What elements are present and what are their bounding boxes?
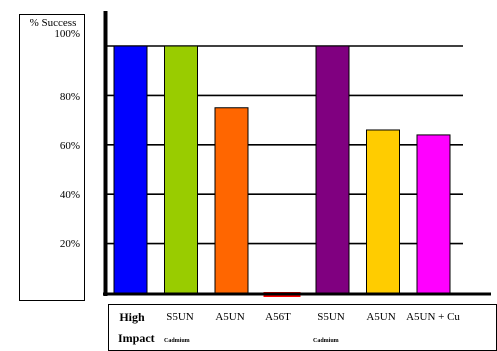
category-label-a5un-2: A5UN	[366, 311, 396, 323]
category-label-s5un-1: S5UN	[166, 311, 194, 323]
category-label-s5un-2: S5UN	[317, 311, 345, 323]
y-tick-label-60: 60%	[59, 140, 80, 152]
y-tick-label-20: 20%	[59, 238, 80, 250]
category-sub-cadmium-2: Cadmium	[313, 338, 339, 344]
y-axis-title: % Success	[29, 17, 77, 29]
category-label-a5un-cu: A5UN + Cu	[406, 311, 460, 323]
bar-4	[315, 45, 350, 294]
y-axis-label-panel: % Success 100% 80% 60% 40% 20%	[19, 14, 85, 301]
y-tick-label-40: 40%	[59, 189, 80, 201]
bar-1	[164, 45, 198, 294]
bar-5	[366, 129, 400, 294]
y-tick-label-80: 80%	[59, 91, 80, 103]
bar-2	[214, 107, 249, 294]
category-label-high: High	[119, 310, 145, 324]
category-sub-cadmium-1: Cadmium	[164, 338, 190, 344]
category-sub-impact: Impact	[118, 331, 155, 345]
bar-0	[113, 45, 148, 294]
bar-6	[416, 134, 451, 294]
category-label-a56t: A56T	[265, 311, 291, 323]
y-tick-label-100: 100%	[54, 28, 80, 40]
category-label-a5un-1: A5UN	[215, 311, 245, 323]
category-label-panel: High S5UN A5UN A56T S5UN A5UN A5UN + Cu …	[108, 304, 497, 351]
